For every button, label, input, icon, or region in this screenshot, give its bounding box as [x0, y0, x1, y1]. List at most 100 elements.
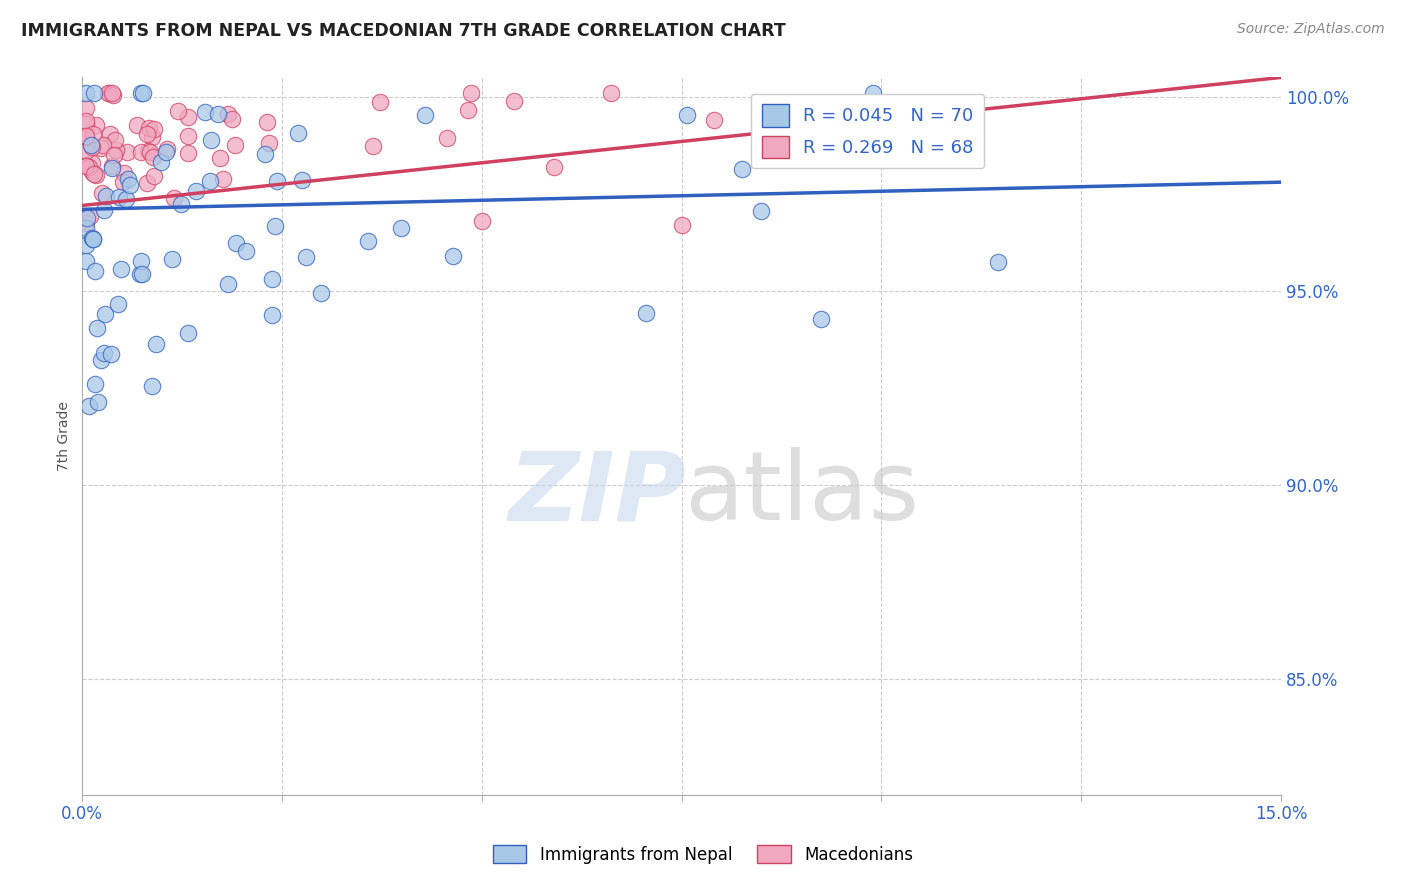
Point	[79, 209, 101, 223]
Point	[103, 148, 125, 162]
Point	[103, 88, 125, 103]
Point	[194, 104, 217, 119]
Point	[263, 219, 285, 234]
Point	[112, 175, 135, 189]
Point	[101, 159, 124, 173]
Point	[115, 192, 138, 206]
Point	[262, 271, 284, 285]
Point	[93, 202, 115, 217]
Point	[221, 112, 243, 126]
Point	[217, 107, 239, 121]
Point	[600, 86, 623, 100]
Point	[789, 117, 811, 131]
Point	[135, 128, 157, 142]
Point	[84, 169, 107, 183]
Point	[77, 160, 100, 174]
Point	[80, 231, 103, 245]
Point	[200, 133, 222, 147]
Point	[361, 138, 384, 153]
Point	[93, 137, 115, 152]
Point	[457, 103, 479, 117]
Point	[129, 86, 152, 100]
Point	[370, 95, 392, 110]
Point	[75, 128, 97, 143]
Point	[169, 197, 191, 211]
Point	[295, 251, 318, 265]
Point	[262, 309, 284, 323]
Point	[291, 173, 314, 187]
Point	[101, 161, 124, 175]
Point	[142, 169, 165, 183]
Point	[82, 156, 104, 170]
Point	[177, 326, 200, 340]
Point	[142, 150, 165, 164]
Point	[76, 211, 98, 225]
Point	[103, 133, 125, 147]
Point	[266, 174, 288, 188]
Point	[80, 140, 103, 154]
Point	[117, 172, 139, 186]
Point	[163, 190, 186, 204]
Point	[86, 321, 108, 335]
Point	[94, 307, 117, 321]
Point	[94, 189, 117, 203]
Point	[139, 145, 162, 159]
Point	[160, 252, 183, 267]
Point	[84, 376, 107, 391]
Point	[389, 221, 412, 235]
Point	[90, 352, 112, 367]
Point	[118, 178, 141, 193]
Point	[128, 267, 150, 281]
Point	[75, 254, 97, 268]
Point	[257, 136, 280, 150]
Point	[636, 306, 658, 320]
Point	[503, 94, 526, 108]
Point	[413, 108, 436, 122]
Point	[75, 117, 97, 131]
Point	[86, 394, 108, 409]
Text: atlas: atlas	[683, 447, 920, 541]
Point	[79, 137, 101, 152]
Point	[217, 277, 239, 291]
Point	[132, 86, 155, 100]
Point	[141, 379, 163, 393]
Point	[749, 203, 772, 218]
Text: Source: ZipAtlas.com: Source: ZipAtlas.com	[1237, 22, 1385, 37]
Point	[75, 86, 97, 100]
Point	[436, 131, 458, 145]
Point	[82, 232, 104, 246]
Point	[143, 121, 166, 136]
Point	[77, 400, 100, 414]
Point	[83, 86, 105, 100]
Point	[703, 112, 725, 127]
Point	[198, 174, 221, 188]
Point	[460, 86, 482, 100]
Point	[211, 172, 233, 186]
Point	[309, 286, 332, 301]
Point	[138, 120, 160, 135]
Point	[256, 115, 278, 129]
Point	[75, 113, 97, 128]
Point	[80, 165, 103, 179]
Point	[129, 254, 152, 268]
Point	[75, 216, 97, 230]
Point	[75, 158, 97, 172]
Point	[135, 176, 157, 190]
Point	[225, 235, 247, 250]
Point	[75, 159, 97, 173]
Point	[127, 119, 149, 133]
Point	[131, 267, 153, 281]
Point	[136, 144, 159, 158]
Point	[731, 161, 754, 176]
Point	[98, 127, 121, 141]
Point	[235, 244, 257, 258]
Point	[810, 311, 832, 326]
Point	[224, 137, 246, 152]
Point	[75, 237, 97, 252]
Point	[207, 107, 229, 121]
Point	[167, 103, 190, 118]
Point	[90, 141, 112, 155]
Point	[91, 186, 114, 200]
Point	[129, 145, 152, 159]
Point	[75, 220, 97, 235]
